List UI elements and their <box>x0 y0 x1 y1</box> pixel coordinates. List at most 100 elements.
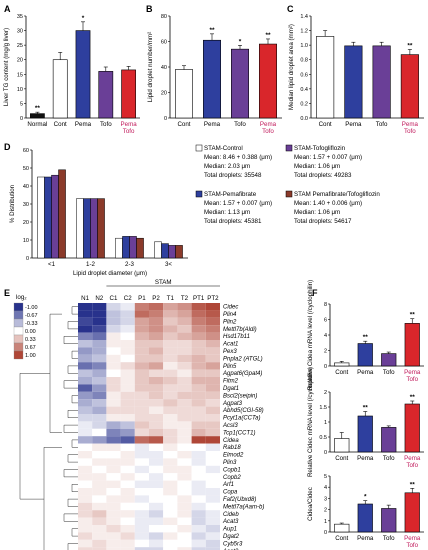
bar <box>98 71 114 119</box>
heatmap-cell <box>177 488 192 496</box>
heatmap-cell <box>120 317 135 326</box>
gene-label: Acat2 <box>222 549 239 550</box>
category-label: Tofo <box>383 455 395 462</box>
heatmap-cell <box>205 510 220 518</box>
gene-label: Plin4 <box>223 312 237 318</box>
heatmap-cell <box>191 443 206 451</box>
heatmap-cell <box>163 347 178 355</box>
gene-label: Plin2 <box>223 319 237 325</box>
heatmap-cell <box>149 517 164 525</box>
column-label: N2 <box>95 295 103 302</box>
heatmap-cell <box>106 547 121 550</box>
heatmap-cell <box>134 377 149 385</box>
heatmap-cell <box>163 303 178 311</box>
heatmap-cell <box>134 458 149 466</box>
significance-mark: * <box>239 38 242 45</box>
heatmap-cell <box>149 310 164 318</box>
category-label: Cont <box>335 535 348 542</box>
heatmap-cell <box>106 532 121 540</box>
significance-mark: ** <box>363 334 369 341</box>
heatmap-cell <box>149 332 164 340</box>
heatmap-cell <box>106 517 121 525</box>
column-label: P2 <box>152 295 160 302</box>
y-axis-label: % Distribution <box>9 184 16 223</box>
bar <box>161 243 169 259</box>
bar <box>381 353 397 367</box>
gene-label: Elmod2 <box>223 453 244 459</box>
dendrogram-branch <box>71 395 78 404</box>
gene-label: Copb1 <box>223 467 241 473</box>
heatmap-cell <box>163 369 178 377</box>
legend-swatch <box>285 190 293 198</box>
dendrogram-branch <box>67 543 78 550</box>
y-axis-label: Lipid droplet number/mm² <box>147 32 154 103</box>
heatmap-cell <box>205 340 220 348</box>
heatmap-cell <box>92 347 107 355</box>
heatmap-cell <box>120 443 135 451</box>
y-tick-label: 30 <box>17 29 23 35</box>
heatmap-cell <box>92 480 107 488</box>
y-tick-label: 2 <box>324 349 327 355</box>
heatmap-cell <box>134 436 149 444</box>
heatmap-cell <box>205 377 220 385</box>
significance-mark: ** <box>410 394 416 401</box>
category-label: Tofo <box>383 369 395 376</box>
heatmap-cell <box>120 517 135 525</box>
heatmap-cell <box>191 414 206 422</box>
heatmap-cell <box>163 510 178 518</box>
gene-label: Tcp1(CCT1) <box>223 430 255 436</box>
heatmap-cell <box>191 317 206 326</box>
heatmap-cell <box>149 421 164 429</box>
heatmap-cell <box>92 495 107 503</box>
bar <box>168 245 176 259</box>
heatmap-cell <box>78 517 93 525</box>
gene-label: Pcyt1a(CCTa) <box>223 416 260 422</box>
gene-label: Cideb <box>223 512 239 518</box>
bar <box>75 30 91 119</box>
legend-total: Total droplets: 45381 <box>204 218 262 225</box>
y-tick-label: 20 <box>23 220 29 226</box>
heatmap-cell <box>163 391 178 400</box>
heatmap-cell <box>149 362 164 370</box>
heatmap-cell <box>149 480 164 488</box>
significance-mark: ** <box>35 105 41 112</box>
heatmap-cell <box>92 391 107 400</box>
heatmap-cell <box>134 384 149 392</box>
heatmap-cell <box>205 488 220 496</box>
heatmap-cell <box>134 443 149 451</box>
heatmap-cell <box>149 495 164 503</box>
category-label: Normal <box>27 121 47 128</box>
heatmap-cell <box>163 539 178 548</box>
heatmap-cell <box>205 458 220 466</box>
column-label: P1 <box>138 295 146 302</box>
heatmap-cell <box>177 525 192 533</box>
heatmap-cell <box>177 354 192 363</box>
category-label: Pema <box>357 369 374 376</box>
scale-swatch <box>13 318 24 328</box>
heatmap-cell <box>120 406 135 414</box>
column-label: C2 <box>124 295 132 302</box>
gene-label: Agpat3 <box>222 401 243 407</box>
heatmap-cell <box>78 488 93 496</box>
legend-series-name: STAM-Pemafibrate <box>204 191 257 198</box>
legend-median: Median: 1.06 μm <box>294 209 340 216</box>
heatmap-cell <box>78 480 93 488</box>
heatmap-cell <box>149 451 164 459</box>
dendrogram-branch <box>43 447 62 550</box>
heatmap-cell <box>134 473 149 481</box>
heatmap-cell <box>92 310 107 318</box>
y-tick-label: 40 <box>161 65 167 71</box>
heatmap-cell <box>134 428 149 437</box>
gene-label: Fitm2 <box>223 379 239 385</box>
bar <box>136 237 144 259</box>
chart-a: 0 5 10 15 20 25 30 35 Liver TG content (mg/g liv… <box>3 14 140 135</box>
heatmap-cell <box>205 443 220 451</box>
heatmap-cell <box>92 510 107 518</box>
heatmap-cell <box>92 525 107 533</box>
y-tick-label: 0 <box>20 116 23 122</box>
bar <box>316 36 335 119</box>
heatmap-cell <box>163 317 178 326</box>
heatmap-cell <box>149 502 164 511</box>
heatmap-cell <box>205 525 220 533</box>
column-label: PT1 <box>193 295 205 302</box>
